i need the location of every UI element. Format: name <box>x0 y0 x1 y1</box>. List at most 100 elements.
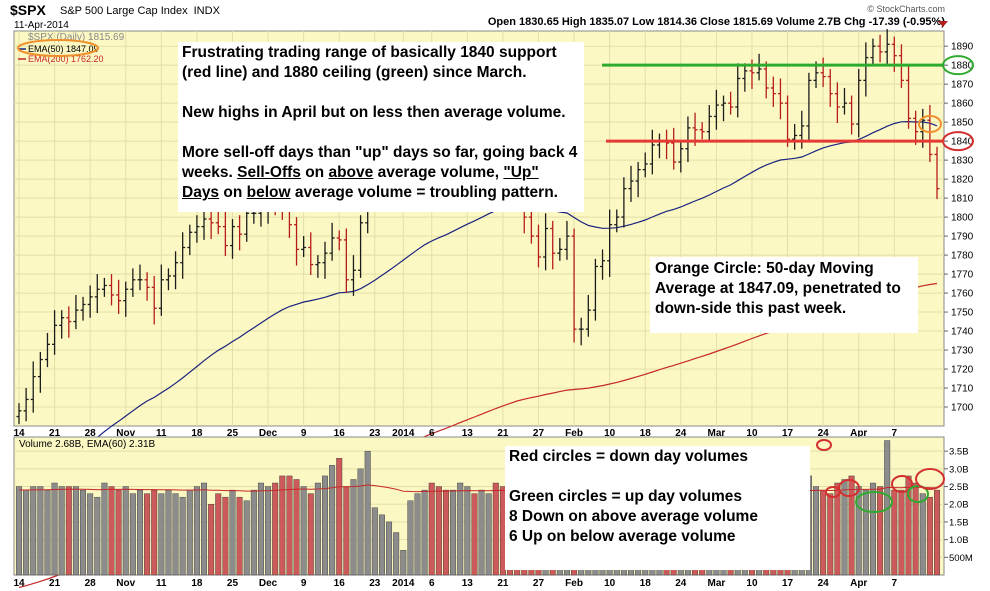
x-tick-label: 7 <box>892 578 898 589</box>
note-fragment: "Up" <box>503 164 539 181</box>
price-tick-label: 1890 <box>951 42 974 53</box>
volume-bar <box>250 489 257 576</box>
x-tick-label: Nov <box>116 428 135 439</box>
vol-green-circle <box>855 491 893 513</box>
vol-red-circle <box>891 475 913 493</box>
volume-bar <box>905 475 912 576</box>
note-line: More sell-off days than "up" days so far… <box>182 144 578 161</box>
volume-bar <box>364 450 371 576</box>
volume-bar <box>158 493 165 576</box>
volume-bar <box>122 486 129 576</box>
volume-bar <box>877 486 884 576</box>
volume-bar <box>286 475 293 576</box>
volume-bar <box>87 493 94 576</box>
volume-bar <box>848 475 855 576</box>
x-tick-label: 28 <box>85 428 97 439</box>
price-tick-label: 1790 <box>951 232 974 243</box>
volume-bar <box>827 493 834 576</box>
x-tick-label: Dec <box>259 428 278 439</box>
watermark: © StockCharts.com <box>867 4 945 14</box>
x-tick-label: 21 <box>49 578 61 589</box>
note-fragment: on <box>219 184 247 201</box>
volume-bar <box>492 482 499 576</box>
volume-bar <box>820 489 827 576</box>
volume-bar <box>272 482 279 576</box>
note-fragment: Days <box>182 184 220 201</box>
volume-bar <box>378 514 385 576</box>
legend-ema200: EMA(200) 1762.20 <box>28 54 104 64</box>
ema50-path <box>18 120 938 499</box>
volume-bar <box>208 504 215 576</box>
volume-bar <box>443 489 449 576</box>
x-tick-label: 24 <box>818 428 830 439</box>
volume-bar <box>393 532 400 576</box>
x-tick-label: Feb <box>565 578 583 589</box>
note-fragment: below <box>246 184 291 201</box>
volume-legend: Volume 2.68B, EMA(60) 2.31B <box>19 439 156 450</box>
annotation-box-volume: Red circles = down day volumes Green cir… <box>505 446 810 570</box>
x-tick-label: 18 <box>640 578 652 589</box>
note-line: 8 Down on above average volume <box>509 508 758 525</box>
ema50-line <box>18 120 938 499</box>
x-tick-label: 24 <box>818 578 830 589</box>
volume-bar <box>137 489 143 576</box>
price-tick-label: 1820 <box>951 175 974 186</box>
volume-bar <box>912 482 919 576</box>
volume-bar <box>329 465 336 576</box>
price-tick-label: 1840 <box>951 137 974 148</box>
volume-bar <box>72 486 79 576</box>
x-tick-label: 27 <box>533 578 545 589</box>
note-line: New highs in April but on less then aver… <box>182 104 566 121</box>
x-tick-label: 21 <box>497 428 509 439</box>
volume-bar <box>51 482 58 576</box>
x-tick-label: Apr <box>850 578 867 589</box>
volume-bar <box>869 482 876 576</box>
volume-tick-label: 2.5B <box>949 482 969 493</box>
volume-bar <box>400 550 407 576</box>
volume-bar <box>279 475 286 576</box>
volume-bar <box>919 493 926 576</box>
chart-symbol: $SPX <box>10 2 46 18</box>
chart-date: 11-Apr-2014 <box>14 20 69 31</box>
price-tick-label: 1810 <box>951 194 974 205</box>
volume-bar <box>201 482 207 576</box>
volume-bar <box>898 489 905 576</box>
volume-bar <box>407 500 414 576</box>
vol-green-circle <box>907 485 929 503</box>
note-fragment: weeks. <box>182 164 238 181</box>
volume-bar <box>293 479 300 576</box>
note-fragment: Sell-Offs <box>237 164 301 181</box>
x-tick-label: 21 <box>497 578 509 589</box>
price-tick-label: 1760 <box>951 289 974 300</box>
vol-red-circle <box>915 468 945 490</box>
volume-bar <box>151 489 158 576</box>
x-tick-label: 23 <box>369 578 381 589</box>
x-tick-label: 13 <box>462 428 474 439</box>
x-tick-label: 14 <box>13 428 25 439</box>
annotation-box-ema: Orange Circle: 50-day Moving Average at … <box>650 257 918 333</box>
x-tick-label: Feb <box>565 428 583 439</box>
note-line: Average at 1847.09, penetrated to <box>655 280 901 297</box>
volume-bar <box>44 489 51 576</box>
x-tick-label: 28 <box>85 578 97 589</box>
volume-bar <box>862 489 869 576</box>
note-fragment: average volume, <box>373 164 504 181</box>
x-tick-label: Nov <box>116 578 135 589</box>
x-tick-label: 18 <box>191 578 203 589</box>
volume-bar <box>65 486 72 576</box>
exchange-label: INDX <box>194 5 221 17</box>
x-tick-label: Mar <box>707 578 725 589</box>
x-tick-label: 9 <box>301 578 307 589</box>
volume-bar <box>115 489 122 576</box>
x-tick-label: 25 <box>227 428 239 439</box>
note-line: Red circles = down day volumes <box>509 448 749 465</box>
volume-bar <box>30 486 37 576</box>
x-tick-label: 25 <box>227 578 239 589</box>
note-line: weeks. Sell-Offs on above average volume… <box>182 163 580 183</box>
x-tick-label: 14 <box>13 578 25 589</box>
volume-bar <box>215 493 222 576</box>
volume-bar <box>222 496 229 576</box>
volume-bar <box>457 482 464 576</box>
price-tick-label: 1730 <box>951 346 974 357</box>
price-x-axis: 14 21 28 Nov 11 18 25 Dec 9 16 23 2014 6 13 21 27 Feb 10 1… <box>13 428 897 439</box>
